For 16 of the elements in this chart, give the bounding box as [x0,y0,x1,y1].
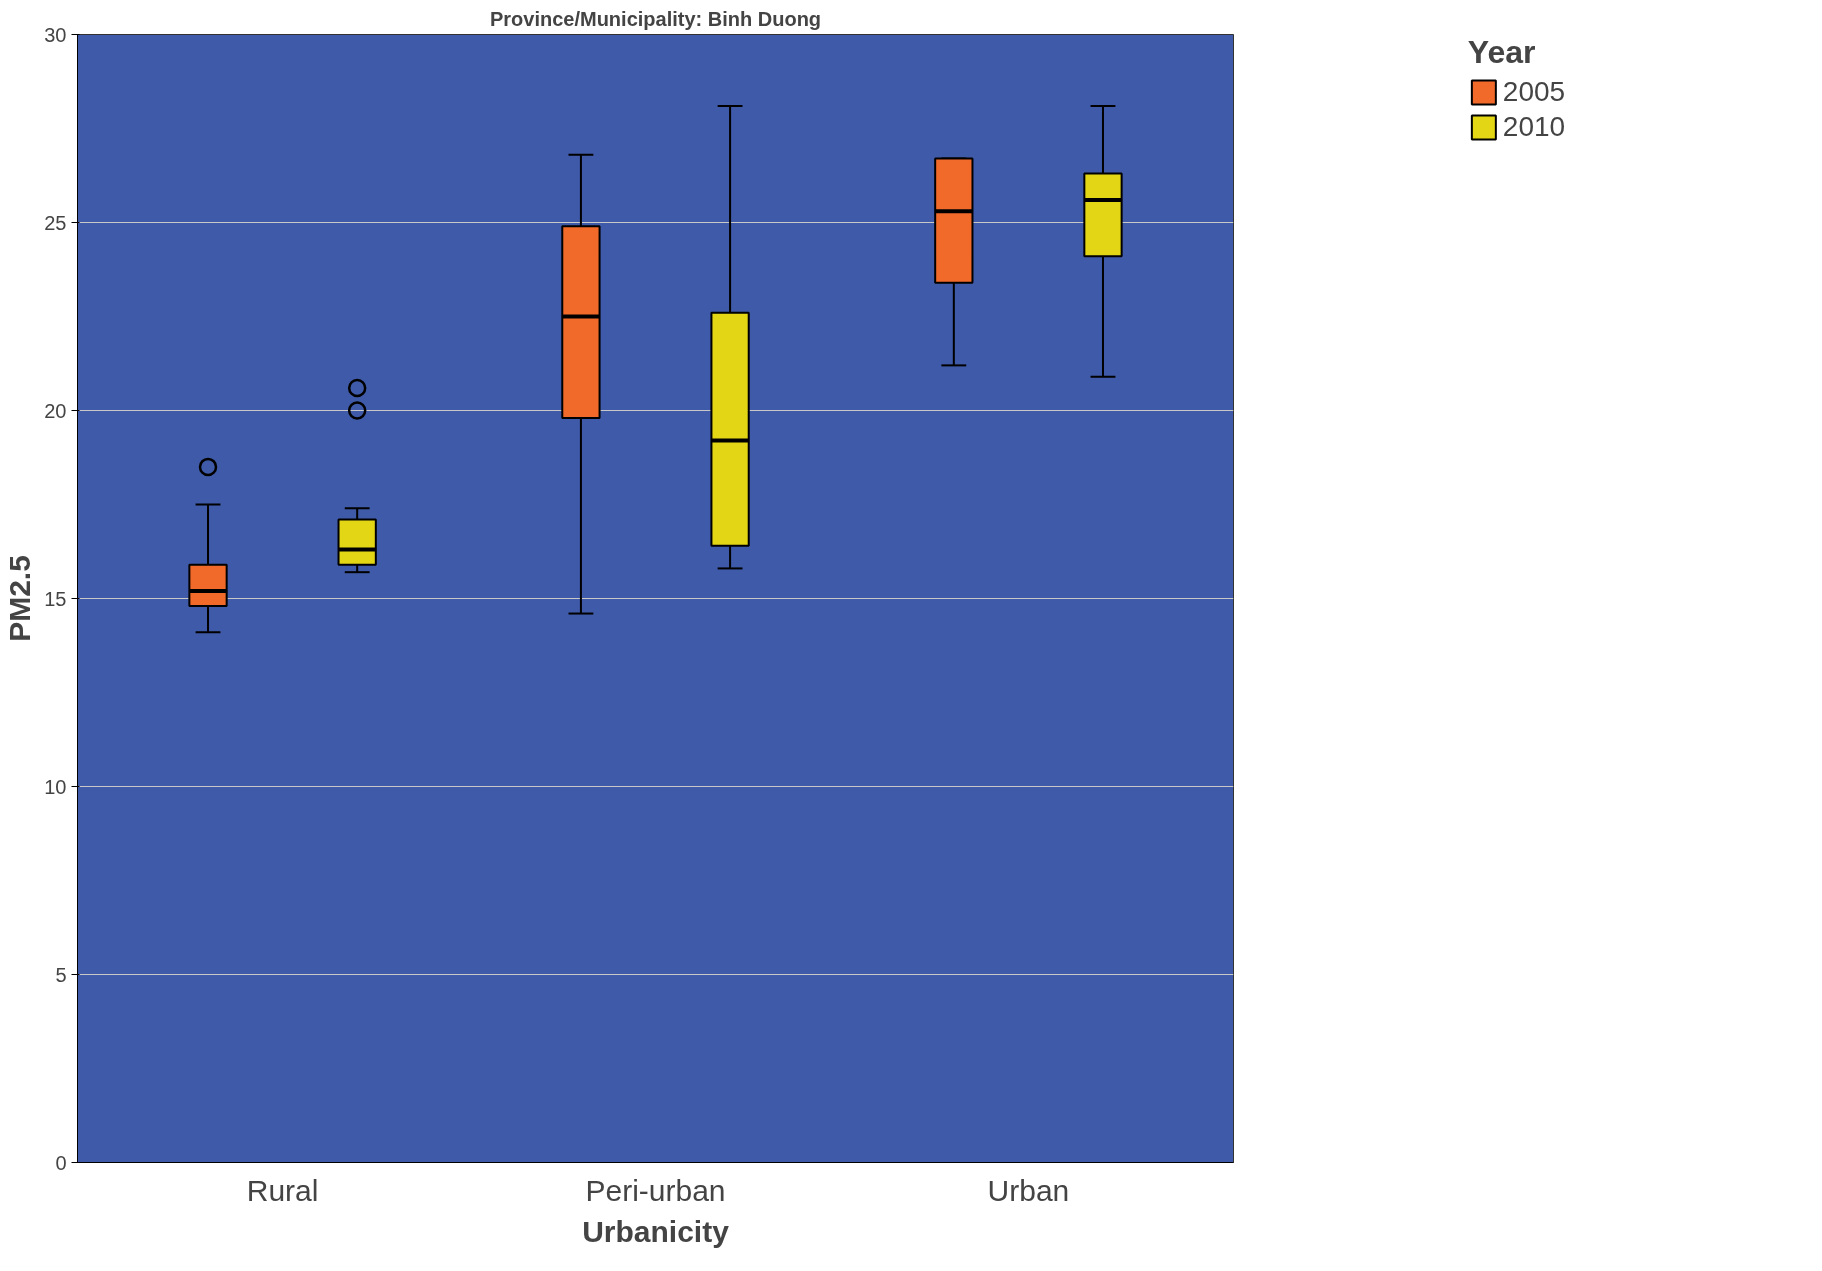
y-tick-label: 5 [55,963,67,986]
legend-title: Year [1467,34,1537,71]
y-axis-title: PM2.5 [3,555,37,642]
y-tick-label: 10 [44,775,67,798]
x-tick-label: Rural [246,1173,319,1207]
x-tick-label: Urban [987,1173,1070,1207]
legend-label: 2010 [1502,111,1566,143]
chart-title: Province/Municipality: Binh Duong [489,7,822,30]
y-tick-label: 0 [55,1151,67,1174]
y-tick-label: 30 [44,23,67,46]
x-axis-title: Urbanicity [582,1214,730,1248]
y-tick-label: 20 [44,399,67,422]
y-tick-label: 15 [44,587,67,610]
x-tick-label: Peri-urban [585,1173,726,1207]
y-tick-label: 25 [44,211,67,234]
legend-label: 2005 [1502,76,1566,108]
